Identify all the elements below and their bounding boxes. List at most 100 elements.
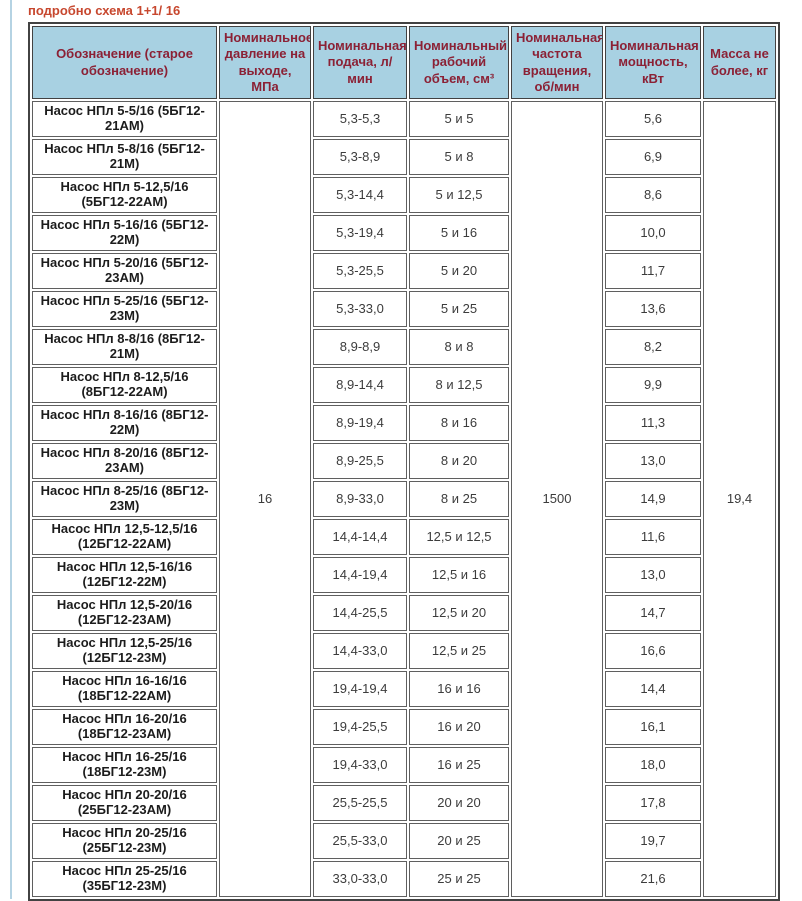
cell-designation: Насос НПл 5-25/16 (5БГ12-23М) (32, 291, 217, 327)
cell-designation: Насос НПл 20-25/16 (25БГ12-23М) (32, 823, 217, 859)
cell-power: 11,3 (605, 405, 701, 441)
cell-volume: 8 и 16 (409, 405, 509, 441)
col-header-pressure: Номинальное давление на выходе, МПа (219, 26, 311, 99)
cell-volume: 8 и 25 (409, 481, 509, 517)
cell-volume: 5 и 8 (409, 139, 509, 175)
cell-power: 10,0 (605, 215, 701, 251)
cell-volume: 12,5 и 16 (409, 557, 509, 593)
cell-volume: 5 и 20 (409, 253, 509, 289)
cell-designation: Насос НПл 5-20/16 (5БГ12-23АМ) (32, 253, 217, 289)
cell-power: 14,4 (605, 671, 701, 707)
cell-power: 13,6 (605, 291, 701, 327)
cell-mass-merged: 19,4 (703, 101, 776, 897)
cell-volume: 5 и 12,5 (409, 177, 509, 213)
cell-flow: 8,9-33,0 (313, 481, 407, 517)
cell-volume: 20 и 20 (409, 785, 509, 821)
cell-volume: 12,5 и 25 (409, 633, 509, 669)
cell-designation: Насос НПл 5-8/16 (5БГ12-21М) (32, 139, 217, 175)
cell-flow: 5,3-25,5 (313, 253, 407, 289)
pump-spec-table: Обозначение (старое обозначение) Номинал… (28, 22, 780, 901)
cell-volume: 8 и 8 (409, 329, 509, 365)
table-row: Насос НПл 20-20/16 (25БГ12-23АМ) 25,5-25,… (32, 785, 776, 821)
cell-power: 21,6 (605, 861, 701, 897)
cell-designation: Насос НПл 25-25/16 (35БГ12-23М) (32, 861, 217, 897)
cell-power: 5,6 (605, 101, 701, 137)
table-row: Насос НПл 16-20/16 (18БГ12-23АМ) 19,4-25,… (32, 709, 776, 745)
cell-designation: Насос НПл 8-25/16 (8БГ12-23М) (32, 481, 217, 517)
cell-flow: 19,4-25,5 (313, 709, 407, 745)
cell-volume: 12,5 и 12,5 (409, 519, 509, 555)
cell-flow: 5,3-33,0 (313, 291, 407, 327)
cell-power: 19,7 (605, 823, 701, 859)
cell-designation: Насос НПл 5-16/16 (5БГ12-22М) (32, 215, 217, 251)
cell-flow: 8,9-8,9 (313, 329, 407, 365)
cell-flow: 5,3-19,4 (313, 215, 407, 251)
cell-flow: 5,3-5,3 (313, 101, 407, 137)
cell-volume: 5 и 25 (409, 291, 509, 327)
cell-designation: Насос НПл 16-20/16 (18БГ12-23АМ) (32, 709, 217, 745)
cell-power: 14,7 (605, 595, 701, 631)
col-header-volume: Номинальный рабочий объем, см³ (409, 26, 509, 99)
cell-power: 13,0 (605, 443, 701, 479)
table-row: Насос НПл 16-25/16 (18БГ12-23М) 19,4-33,0… (32, 747, 776, 783)
table-row: Насос НПл 8-8/16 (8БГ12-21М) 8,9-8,9 8 и 8… (32, 329, 776, 365)
cell-power: 13,0 (605, 557, 701, 593)
table-row: Насос НПл 5-12,5/16 (5БГ12-22АМ) 5,3-14,4… (32, 177, 776, 213)
cell-designation: Насос НПл 20-20/16 (25БГ12-23АМ) (32, 785, 217, 821)
cell-power: 18,0 (605, 747, 701, 783)
cell-flow: 25,5-33,0 (313, 823, 407, 859)
table-row: Насос НПл 20-25/16 (25БГ12-23М) 25,5-33,0… (32, 823, 776, 859)
table-row: Насос НПл 5-20/16 (5БГ12-23АМ) 5,3-25,5 5 … (32, 253, 776, 289)
cell-volume: 20 и 25 (409, 823, 509, 859)
cell-designation: Насос НПл 12,5-16/16 (12БГ12-22М) (32, 557, 217, 593)
cell-power: 8,6 (605, 177, 701, 213)
cell-volume: 5 и 16 (409, 215, 509, 251)
cell-power: 6,9 (605, 139, 701, 175)
cell-designation: Насос НПл 8-20/16 (8БГ12-23АМ) (32, 443, 217, 479)
cell-pressure-merged: 16 (219, 101, 311, 897)
table-row: Насос НПл 8-25/16 (8БГ12-23М) 8,9-33,0 8 и… (32, 481, 776, 517)
table-row: Насос НПл 5-8/16 (5БГ12-21М) 5,3-8,9 5 и 8… (32, 139, 776, 175)
cell-designation: Насос НПл 8-8/16 (8БГ12-21М) (32, 329, 217, 365)
header-row: Обозначение (старое обозначение) Номинал… (32, 26, 776, 99)
table-row: Насос НПл 16-16/16 (18БГ12-22АМ) 19,4-19,… (32, 671, 776, 707)
cell-flow: 8,9-14,4 (313, 367, 407, 403)
cell-volume: 12,5 и 20 (409, 595, 509, 631)
cell-volume: 5 и 5 (409, 101, 509, 137)
page-content: подробно схема 1+1/ 16 Обозначение (стар… (28, 2, 788, 901)
col-header-mass: Масса не более, кг (703, 26, 776, 99)
pump-table-body: Насос НПл 5-5/16 (5БГ12-21АМ) 16 5,3-5,3 5 … (32, 101, 776, 897)
cell-volume: 16 и 25 (409, 747, 509, 783)
table-row: Насос НПл 12,5-20/16 (12БГ12-23АМ) 14,4-2… (32, 595, 776, 631)
cell-volume: 25 и 25 (409, 861, 509, 897)
cell-volume: 16 и 16 (409, 671, 509, 707)
cell-volume: 8 и 20 (409, 443, 509, 479)
table-row: Насос НПл 5-25/16 (5БГ12-23М) 5,3-33,0 5 и… (32, 291, 776, 327)
cell-flow: 19,4-19,4 (313, 671, 407, 707)
col-header-power: Номинальная мощность, кВт (605, 26, 701, 99)
table-row: Насос НПл 25-25/16 (35БГ12-23М) 33,0-33,0… (32, 861, 776, 897)
cell-power: 11,7 (605, 253, 701, 289)
cell-speed-merged: 1500 (511, 101, 603, 897)
cell-designation: Насос НПл 12,5-12,5/16 (12БГ12-22АМ) (32, 519, 217, 555)
cell-designation: Насос НПл 5-5/16 (5БГ12-21АМ) (32, 101, 217, 137)
cell-volume: 8 и 12,5 (409, 367, 509, 403)
table-row: Насос НПл 8-16/16 (8БГ12-22М) 8,9-19,4 8 и… (32, 405, 776, 441)
cell-designation: Насос НПл 8-12,5/16 (8БГ12-22АМ) (32, 367, 217, 403)
cell-power: 14,9 (605, 481, 701, 517)
cell-power: 8,2 (605, 329, 701, 365)
cell-power: 16,6 (605, 633, 701, 669)
col-header-designation: Обозначение (старое обозначение) (32, 26, 217, 99)
table-row: Насос НПл 5-16/16 (5БГ12-22М) 5,3-19,4 5 и… (32, 215, 776, 251)
cell-designation: Насос НПл 5-12,5/16 (5БГ12-22АМ) (32, 177, 217, 213)
schema-detail-link[interactable]: подробно схема 1+1/ 16 (28, 3, 181, 18)
table-row: Насос НПл 5-5/16 (5БГ12-21АМ) 16 5,3-5,3 5 … (32, 101, 776, 897)
cell-flow: 5,3-8,9 (313, 139, 407, 175)
table-row: Насос НПл 12,5-25/16 (12БГ12-23М) 14,4-33… (32, 633, 776, 669)
cell-flow: 8,9-25,5 (313, 443, 407, 479)
cell-flow: 5,3-14,4 (313, 177, 407, 213)
page-left-rule (10, 0, 12, 899)
cell-flow: 14,4-14,4 (313, 519, 407, 555)
table-row: Насос НПл 12,5-12,5/16 (12БГ12-22АМ) 14,4… (32, 519, 776, 555)
cell-flow: 14,4-19,4 (313, 557, 407, 593)
